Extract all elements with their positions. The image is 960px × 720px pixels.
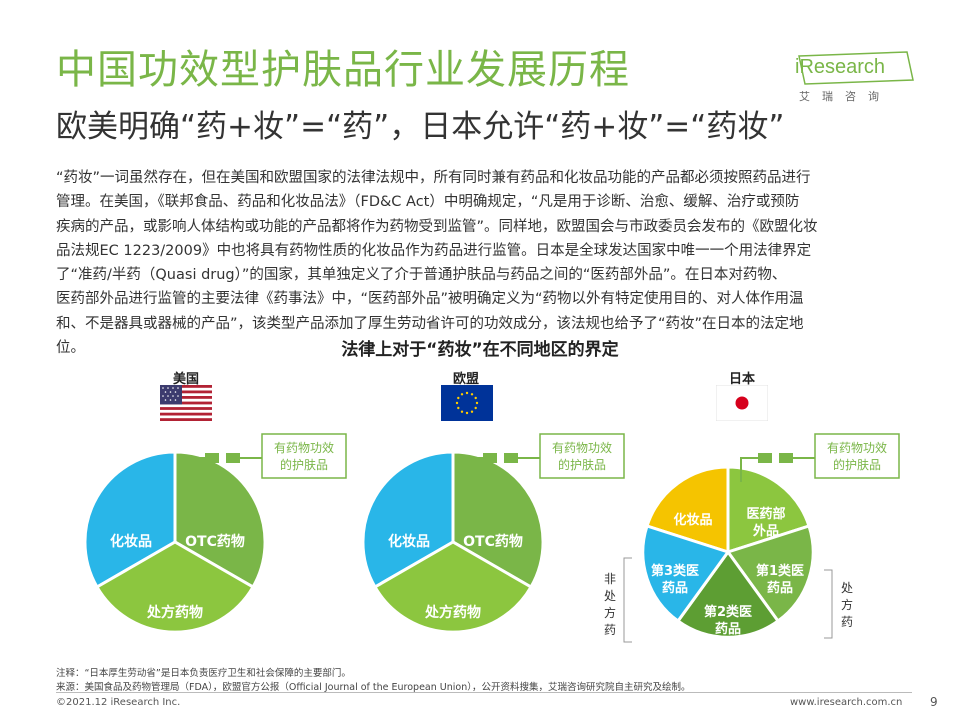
us-segment-prescription (94, 540, 256, 634)
connector-plug-icon (758, 453, 772, 463)
region-name-us: 美国 (172, 372, 199, 387)
japan-callout: 有药物功效 的护肤品 (740, 433, 900, 482)
us-segment-otc (173, 450, 267, 590)
eu-segment-cosmetics (361, 450, 455, 590)
iresearch-logo: iResearch 艾瑞咨询 (795, 50, 915, 110)
body-line: 医药部外品进行监管的主要法律《药事法》中，“医药部外品”被明确定义为“药物以外有… (56, 291, 804, 308)
japan-label-quasi-drug-line1: 医药部 (746, 506, 785, 522)
svg-text:方: 方 (841, 597, 853, 612)
japan-segment-class3 (641, 524, 731, 624)
footer-divider (56, 692, 912, 693)
logo-badge-icon (798, 51, 914, 85)
page-number: 9 (930, 695, 938, 709)
page-subtitle: 欧美明确“药+妆”=“药”，日本允许“药+妆”=“药妆” (56, 109, 785, 145)
eu-label-cosmetics: 化妆品 (388, 533, 430, 550)
japan-label-class2-line1: 第2类医 (704, 604, 752, 620)
us-label-prescription: 处方药物 (146, 604, 203, 621)
body-line: “药妆”一词虽然存在，但在美国和欧盟国家的法律法规中，所有同时兼有药品和化妆品功… (56, 170, 811, 186)
logo-cn-text: 艾瑞咨询 (799, 90, 891, 103)
eu-callout-line2: 的护肤品 (558, 457, 606, 472)
source-line: 来源：美国食品及药物管理局（FDA），欧盟官方公报（Official Journ… (56, 682, 691, 693)
svg-text:处: 处 (841, 581, 853, 595)
eu-callout: 有药物功效 的护肤品 (465, 433, 625, 479)
svg-text:药: 药 (604, 623, 616, 637)
japan-left-bracket: 非 处 方 药 (604, 557, 632, 643)
connector-plug-icon (226, 453, 240, 463)
body-paragraph: “药妆”一词虽然存在，但在美国和欧盟国家的法律法规中，所有同时兼有药品和化妆品功… (56, 166, 912, 360)
japan-segment-class1 (725, 524, 815, 624)
japan-label-class1-line2: 药品 (767, 580, 793, 596)
japan-label-class3-line2: 药品 (662, 580, 688, 596)
us-segment-cosmetics (83, 450, 177, 590)
japan-callout-line2: 的护肤品 (833, 457, 881, 472)
japan-segment-class2 (675, 549, 781, 639)
body-line: 疾病的产品，或影响人体结构或功能的产品都将作为药物受到监管”。同样地，欧盟国会与… (56, 218, 818, 235)
svg-text:非: 非 (604, 572, 616, 586)
body-line: 品法规EC 1223/2009》中也将具有药物性质的化妆品作为药品进行监管。日本… (56, 242, 812, 259)
japan-flag-icon (716, 385, 768, 421)
connector-plug-icon (504, 453, 518, 463)
eu-label-prescription: 处方药物 (424, 604, 481, 621)
connector-plug-icon (483, 453, 497, 463)
eu-pie: 化妆品 OTC药物 处方药物 (361, 450, 545, 634)
us-callout-line2: 的护肤品 (280, 457, 328, 472)
page-title: 中国功效型护肤品行业发展历程 (56, 47, 630, 93)
japan-label-class2-line2: 药品 (715, 621, 741, 637)
eu-callout-line1: 有药物功效 (552, 440, 612, 455)
region-definitions-diagram: 化妆品 OTC药物 处方药物 有药物功效 的护肤品 化妆品 OTC药物 处方药物… (83, 433, 900, 643)
japan-label-quasi-drug-line2: 外品 (752, 523, 779, 539)
us-flag-icon (160, 385, 212, 421)
svg-text:方: 方 (604, 605, 616, 620)
connector-plug-icon (205, 453, 219, 463)
eu-segment-prescription (372, 540, 534, 634)
region-name-japan: 日本 (728, 372, 755, 387)
chart-title: 法律上对于“药妆”在不同地区的界定 (341, 340, 619, 360)
body-line: 管理。在美国，《联邦食品、药品和化妆品法》（FD&C Act）中明确规定，“凡是… (56, 194, 800, 211)
eu-label-otc: OTC药物 (463, 533, 523, 550)
logo-brand-text: iResearch (795, 56, 886, 78)
us-label-otc: OTC药物 (185, 533, 245, 550)
eu-segment-otc (451, 450, 545, 590)
body-line: 了“准药/半药（Quasi drug）”的国家，其单独定义了介于普通护肤品与药品… (56, 267, 787, 284)
us-callout: 有药物功效 的护肤品 (187, 433, 347, 479)
us-label-cosmetics: 化妆品 (110, 533, 152, 550)
japan-segment-cosmetics (645, 465, 730, 555)
japan-pie: 化妆品 医药部 外品 第1类医 药品 第2类医 药品 第3类医 药品 (641, 465, 815, 639)
japan-right-bracket: 处 方 药 (824, 569, 853, 639)
japan-segment-quasi-drug (726, 465, 811, 555)
note-line: 注释：“日本厚生劳动省”是日本负责医疗卫生和社会保障的主要部门。 (56, 668, 351, 679)
us-callout-line1: 有药物功效 (274, 440, 334, 455)
svg-text:药: 药 (841, 615, 853, 629)
svg-text:处: 处 (604, 589, 616, 603)
body-line: 和、不是器具或器械的产品”，该类型产品添加了厚生劳动省许可的功效成分，该法规也给… (56, 315, 804, 332)
us-pie: 化妆品 OTC药物 处方药物 (83, 450, 267, 634)
connector-plug-icon (779, 453, 793, 463)
body-line: 位。 (56, 340, 85, 357)
footer-website[interactable]: www.iresearch.com.cn (790, 697, 903, 708)
eu-flag-icon (441, 385, 493, 421)
region-name-eu: 欧盟 (452, 372, 479, 387)
japan-label-class3-line1: 第3类医 (651, 563, 699, 579)
japan-label-cosmetics: 化妆品 (673, 512, 712, 528)
japan-callout-line1: 有药物功效 (827, 440, 887, 455)
japan-label-class1-line1: 第1类医 (756, 563, 804, 579)
footer-copyright: ©2021.12 iResearch Inc. (56, 697, 181, 708)
notes: 注释：“日本厚生劳动省”是日本负责医疗卫生和社会保障的主要部门。 来源：美国食品… (56, 667, 691, 695)
